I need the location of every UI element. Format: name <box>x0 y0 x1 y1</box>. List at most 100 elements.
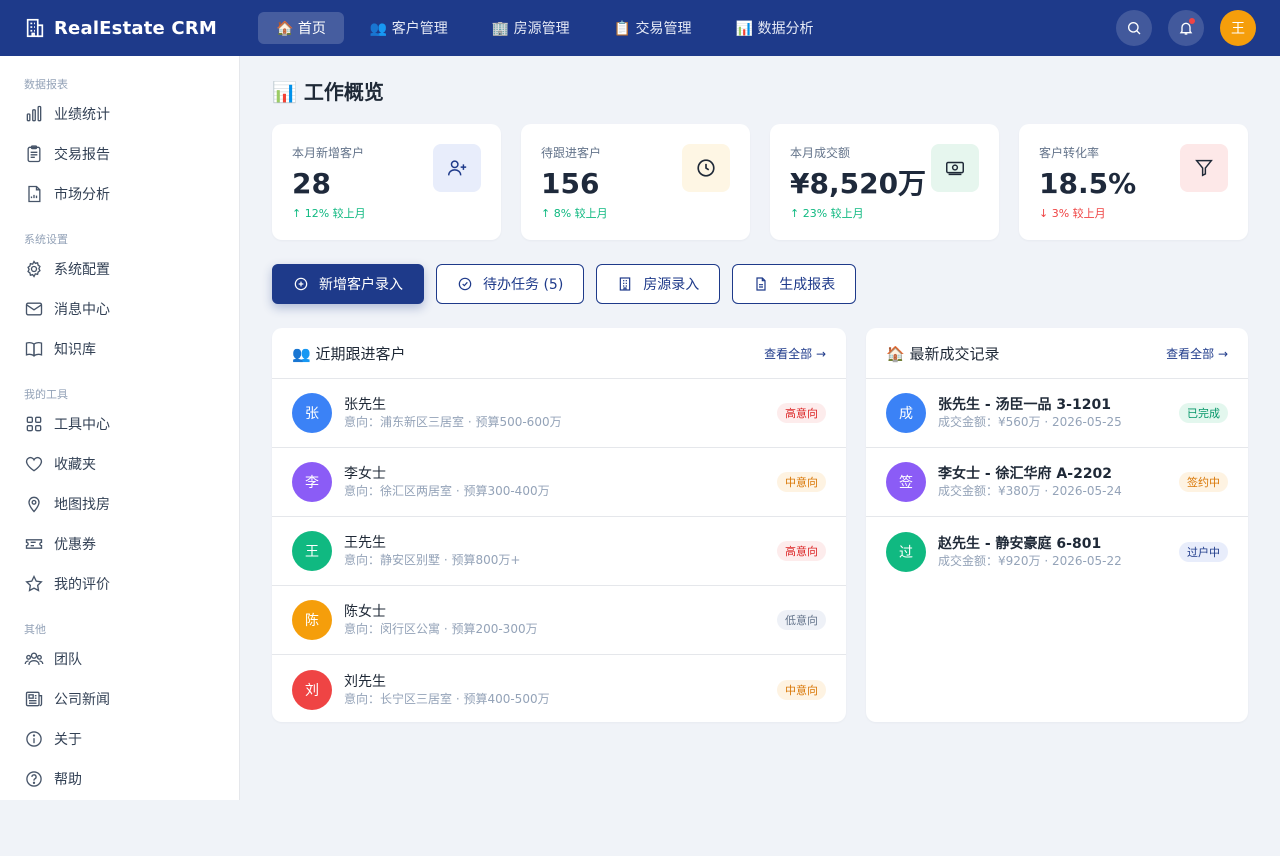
users-icon <box>24 649 44 669</box>
sidebar-item-my-reviews[interactable]: 我的评价 <box>0 564 239 604</box>
list-item[interactable]: 陈陈女士 意向：闵行区公寓 · 预算200-300万 低意向 <box>272 586 846 655</box>
stat-card-pending-followup: 待跟进客户 156 ↑ 8% 较上月 <box>521 124 750 240</box>
avatar: 成 <box>886 393 926 433</box>
sidebar-item-market-analysis[interactable]: 市场分析 <box>0 174 239 214</box>
status-badge: 低意向 <box>777 610 826 630</box>
notifications-button[interactable] <box>1168 10 1204 46</box>
check-circle-icon <box>458 277 472 291</box>
grid-icon <box>24 414 44 434</box>
list-item-detail: 意向：静安区别墅 · 预算800万+ <box>344 553 521 567</box>
plus-circle-icon <box>294 277 308 291</box>
generate-report-button[interactable]: 生成报表 <box>732 264 857 304</box>
search-button[interactable] <box>1116 10 1152 46</box>
customer-list: 张张先生 意向：浦东新区三居室 · 预算500-600万 高意向李李女士 意向：徐汇区… <box>272 379 846 722</box>
sidebar-item-performance[interactable]: 业绩统计 <box>0 94 239 134</box>
sidebar-item-label: 公司新闻 <box>54 692 110 708</box>
main-content: 📊 工作概览 本月新增客户 28 ↑ 12% 较上月 待跟进客户 156 ↑ 8… <box>272 56 1248 722</box>
list-item-name: 陈女士 <box>344 604 386 620</box>
add-customer-button[interactable]: 新增客户录入 <box>272 264 424 304</box>
view-all-link[interactable]: 查看全部 → <box>764 346 826 361</box>
notification-dot <box>1189 18 1195 24</box>
nav-properties[interactable]: 🏢 房源管理 <box>491 21 570 37</box>
status-badge: 中意向 <box>777 679 826 700</box>
list-item-name: 李女士 - 徐汇华府 A-2202 <box>938 466 1113 482</box>
question-icon <box>24 769 44 789</box>
status-badge: 高意向 <box>777 541 826 561</box>
stat-card-monthly-revenue: 本月成交额 ¥8,520万 ↑ 23% 较上月 <box>770 124 999 240</box>
stat-value: 18.5% <box>1039 167 1137 200</box>
list-item[interactable]: 过赵先生 - 静安豪庭 6-801 成交金额：¥920万 · 2026-05-22… <box>866 517 1248 586</box>
list-item[interactable]: 签李女士 - 徐汇华府 A-2202 成交金额：¥380万 · 2026-05-2… <box>866 448 1248 517</box>
sidebar-item-label: 团队 <box>54 652 82 668</box>
avatar: 刘 <box>292 669 332 710</box>
document-icon <box>756 277 766 291</box>
star-icon <box>24 574 44 594</box>
sidebar-item-label: 系统配置 <box>54 262 110 278</box>
bell-icon <box>1179 22 1193 35</box>
nav-transactions[interactable]: 📋 交易管理 <box>613 21 692 37</box>
list-item[interactable]: 刘刘先生 意向：长宁区三居室 · 预算400-500万 中意向 <box>272 655 846 722</box>
document-chart-icon <box>24 184 44 204</box>
nav-analytics[interactable]: 📊 数据分析 <box>735 21 814 37</box>
list-item[interactable]: 张张先生 意向：浦东新区三居室 · 预算500-600万 高意向 <box>272 379 846 448</box>
status-badge: 签约中 <box>1179 472 1228 492</box>
top-actions: 王 <box>1100 10 1256 46</box>
button-label: 生成报表 <box>779 277 836 293</box>
book-icon <box>24 339 44 359</box>
sidebar-item-coupons[interactable]: 优惠券 <box>0 524 239 564</box>
user-avatar[interactable]: 王 <box>1220 10 1256 46</box>
stat-label: 客户转化率 <box>1039 146 1100 160</box>
list-item[interactable]: 王王先生 意向：静安区别墅 · 预算800万+ 高意向 <box>272 517 846 586</box>
stat-trend: ↑ 8% 较上月 <box>541 207 608 220</box>
list-item-name: 王先生 <box>344 535 386 551</box>
button-label: 待办任务 (5) <box>483 277 564 293</box>
panels-row: 👥 近期跟进客户 查看全部 → 张张先生 意向：浦东新区三居室 · 预算500-6… <box>272 328 1248 722</box>
top-nav: 🏠 首页 👥 客户管理 🏢 房源管理 📋 交易管理 📊 数据分析 <box>258 12 839 44</box>
list-item-text: 张先生 - 汤臣一品 3-1201 成交金额：¥560万 · 2026-05-25 <box>938 396 1122 430</box>
sidebar-item-company-news[interactable]: 公司新闻 <box>0 679 239 719</box>
newspaper-icon <box>24 689 44 709</box>
sidebar-item-label: 知识库 <box>54 342 96 358</box>
sidebar-item-knowledge-base[interactable]: 知识库 <box>0 329 239 369</box>
stat-label: 本月新增客户 <box>292 146 365 160</box>
stat-label: 本月成交额 <box>790 146 851 160</box>
nav-home[interactable]: 🏠 首页 <box>258 12 344 44</box>
list-item[interactable]: 成张先生 - 汤臣一品 3-1201 成交金额：¥560万 · 2026-05-2… <box>866 379 1248 448</box>
list-item-name: 张先生 <box>344 397 386 413</box>
ticket-icon <box>24 534 44 554</box>
view-all-link[interactable]: 查看全部 → <box>1166 346 1228 361</box>
sidebar-item-map-search[interactable]: 地图找房 <box>0 484 239 524</box>
sidebar-item-tool-center[interactable]: 工具中心 <box>0 404 239 444</box>
building-icon <box>620 277 631 291</box>
button-label: 新增客户录入 <box>319 277 403 293</box>
nav-customers[interactable]: 👥 客户管理 <box>369 21 448 37</box>
todo-tasks-button[interactable]: 待办任务 (5) <box>436 264 585 304</box>
sidebar-item-messages[interactable]: 消息中心 <box>0 289 239 329</box>
panel-header: 👥 近期跟进客户 查看全部 → <box>272 328 846 379</box>
sidebar-item-label: 我的评价 <box>54 577 110 593</box>
sidebar-item-favorites[interactable]: 收藏夹 <box>0 444 239 484</box>
sidebar-item-about[interactable]: 关于 <box>0 719 239 759</box>
sidebar: 数据报表 业绩统计 交易报告 市场分析 系统设置 系统配置 消息中心 知识库 我… <box>0 56 240 800</box>
sidebar-item-label: 优惠券 <box>54 537 96 553</box>
list-item-name: 张先生 - 汤臣一品 3-1201 <box>938 397 1111 413</box>
mail-icon <box>24 299 44 319</box>
list-item-detail: 成交金额：¥380万 · 2026-05-24 <box>938 484 1122 498</box>
list-item-detail: 意向：浦东新区三居室 · 预算500-600万 <box>344 415 562 429</box>
clock-icon <box>682 144 730 192</box>
stat-value: ¥8,520万 <box>790 167 927 200</box>
stat-value: 156 <box>541 167 600 200</box>
list-item[interactable]: 李李女士 意向：徐汇区两居室 · 预算300-400万 中意向 <box>272 448 846 517</box>
status-badge: 高意向 <box>777 403 826 423</box>
sidebar-item-help[interactable]: 帮助 <box>0 759 239 799</box>
sidebar-item-system-config[interactable]: 系统配置 <box>0 249 239 289</box>
search-icon <box>1128 22 1141 35</box>
sidebar-item-team[interactable]: 团队 <box>0 639 239 679</box>
page-title: 📊 工作概览 <box>272 80 384 104</box>
avatar: 过 <box>886 531 926 572</box>
stat-card-new-customers: 本月新增客户 28 ↑ 12% 较上月 <box>272 124 501 240</box>
sidebar-item-transaction-report[interactable]: 交易报告 <box>0 134 239 174</box>
brand[interactable]: RealEstate CRM <box>24 17 258 39</box>
recent-deals-panel: 🏠 最新成交记录 查看全部 → 成张先生 - 汤臣一品 3-1201 成交金额：¥… <box>866 328 1248 722</box>
add-property-button[interactable]: 房源录入 <box>596 264 721 304</box>
